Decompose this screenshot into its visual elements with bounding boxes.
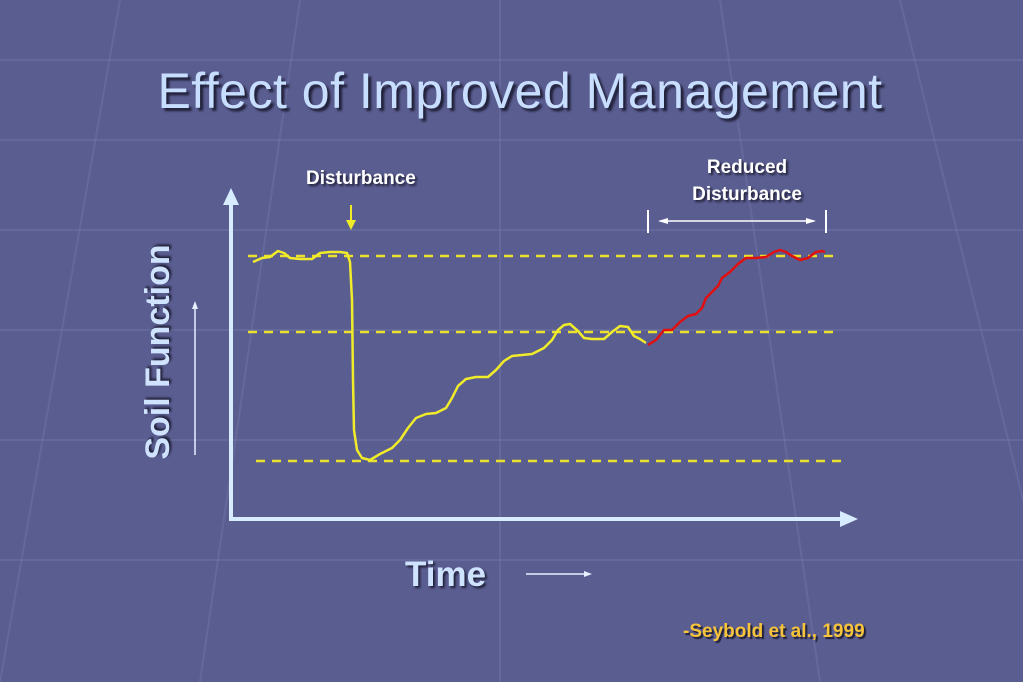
disturbance-arrowhead	[346, 220, 356, 230]
reduced-bracket-right-head	[806, 218, 816, 224]
x-axis-label: Time	[405, 555, 487, 594]
y-axis-arrowhead	[223, 188, 239, 205]
reduced-bracket-left-head	[658, 218, 668, 224]
citation: -Seybold et al., 1999	[683, 621, 865, 642]
y-direction-arrowhead	[192, 301, 198, 309]
slide-title: Effect of Improved Management	[157, 63, 883, 119]
x-direction-arrowhead	[584, 571, 592, 577]
x-axis-arrowhead	[840, 511, 858, 527]
reduced-disturbance-label: Reduced Disturbance	[692, 157, 802, 205]
disturbance-label: Disturbance	[306, 168, 416, 189]
y-axis-label: Soil Function	[139, 244, 177, 460]
soil-function-curve-improved	[647, 248, 826, 347]
soil-function-curve-disturbed	[252, 249, 647, 462]
